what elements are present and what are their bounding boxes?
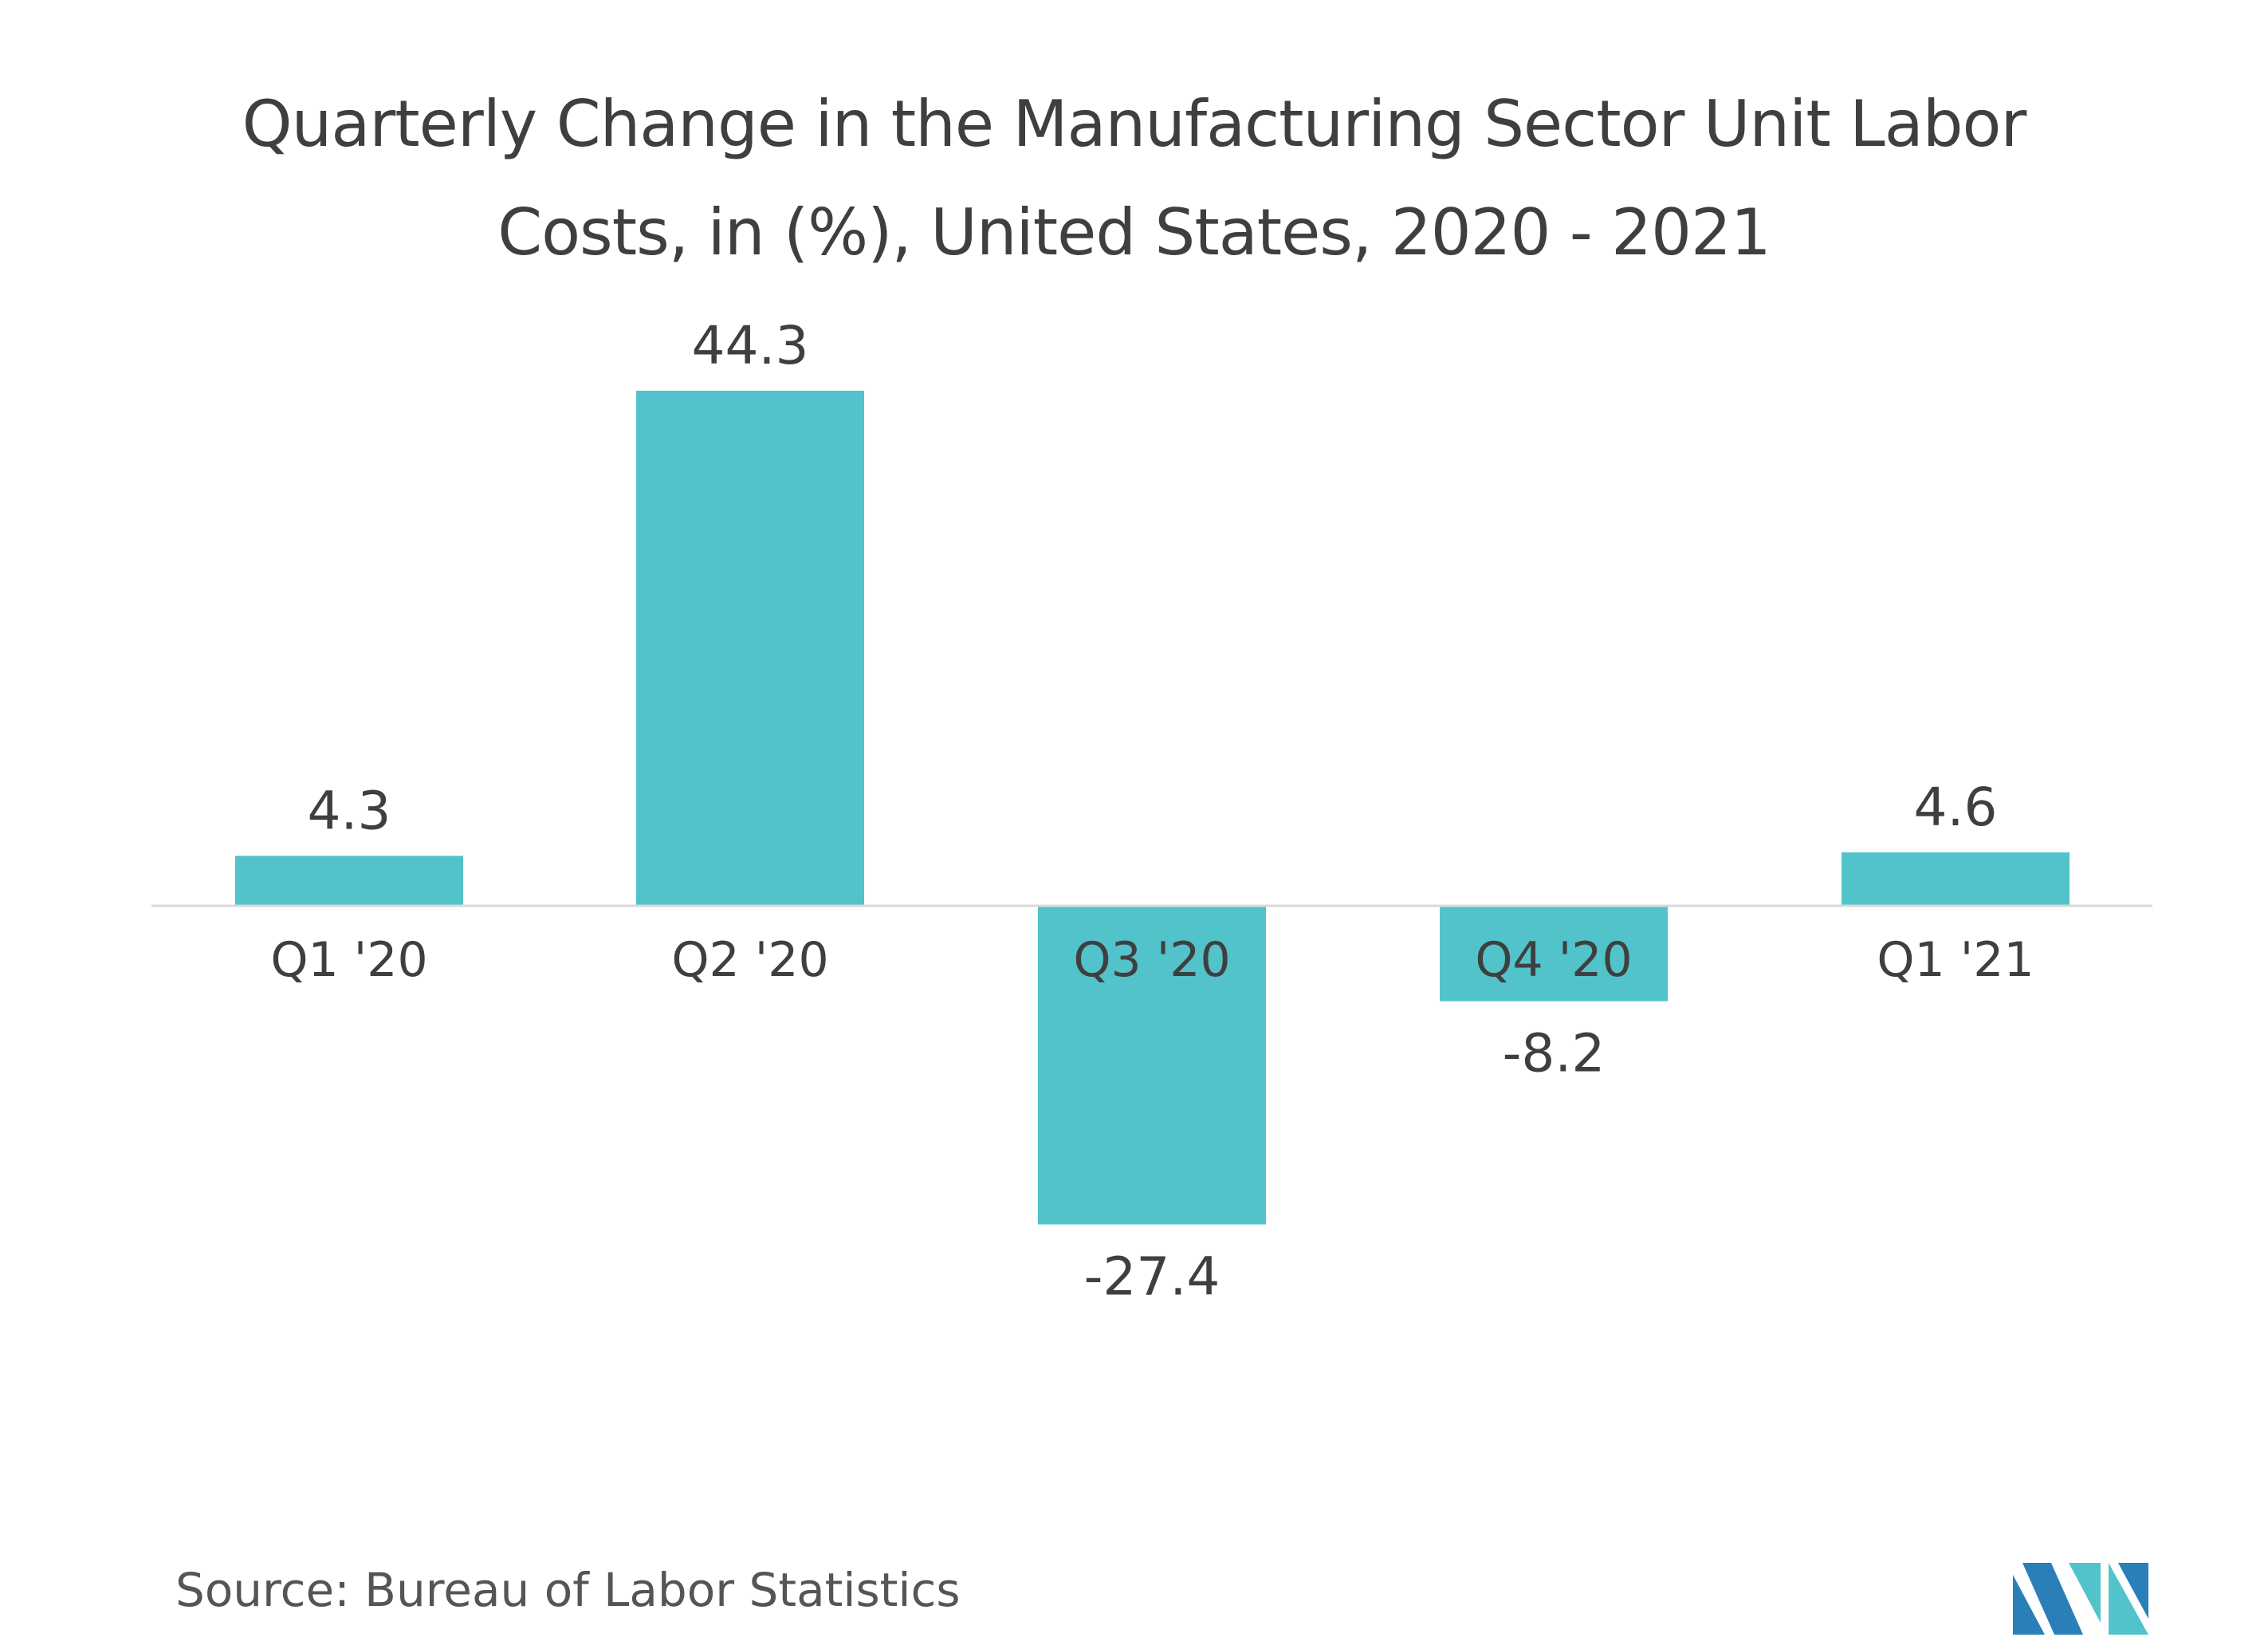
data-label-3: -27.4 [1084,1246,1220,1308]
x-tick-label-2: Q2 '20 [671,932,828,988]
bar-2 [636,391,864,906]
chart-title-line-2: Costs, in (%), United States, 2020 - 202… [497,195,1771,270]
data-label-2: 44.3 [692,315,809,376]
bar-5 [1842,852,2070,906]
bar-4 [1440,906,1668,1002]
x-tick-label-5: Q1 '21 [1877,932,2034,988]
mordor-intelligence-logo-icon [2013,1563,2148,1635]
chart-title: Quarterly Change in the Manufacturing Se… [0,70,2268,287]
logo-shape-mid-dark [2022,1563,2083,1635]
data-label-5: 4.6 [1914,777,1998,838]
chart-title-line-1: Quarterly Change in the Manufacturing Se… [242,87,2027,161]
bar-1 [235,856,463,906]
logo-shape-right-light [2109,1563,2148,1635]
logo-shape-mid-light [2069,1563,2101,1623]
bar-3 [1038,906,1266,1225]
x-tick-label-1: Q1 '20 [270,932,427,988]
logo-shape-left [2013,1575,2045,1635]
x-tick-label-3: Q3 '20 [1073,932,1230,988]
data-label-1: 4.3 [308,780,391,841]
logo-shape-right-dark [2118,1563,2148,1619]
data-label-4: -8.2 [1503,1023,1606,1084]
labels-layer: 4.3 Q1 '20 44.3 Q2 '20 -27.4 Q3 '20 -8.2 Q4 '20… [270,315,2034,1308]
x-tick-label-4: Q4 '20 [1475,932,1632,988]
source-note: Source: Bureau of Labor Statistics [175,1563,961,1617]
bars-layer [235,391,2070,1225]
